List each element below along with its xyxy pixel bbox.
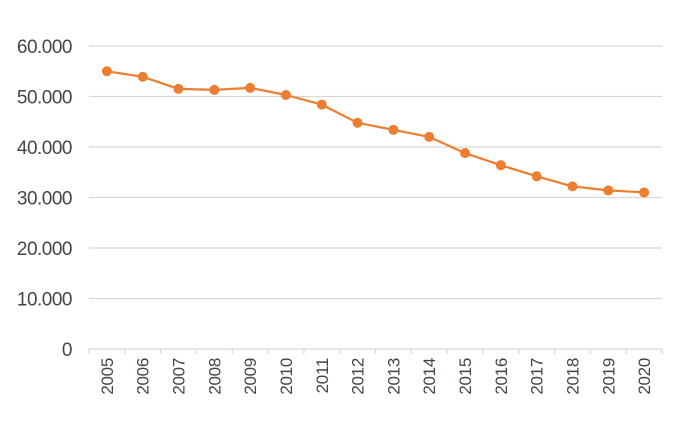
x-tick-label: 2007 [170,358,189,395]
data-point-marker [316,99,327,110]
y-axis: 0 10.000 20.000 30.000 40.000 50.000 60.000 [17,37,73,361]
data-point-marker [245,82,256,93]
data-point-marker [137,71,148,82]
x-tick-label: 2011 [313,358,332,393]
x-tick-label: 2016 [492,358,511,395]
x-tick-label: 2015 [456,358,475,395]
x-tick-label: 2018 [563,358,582,395]
gridlines [89,45,662,350]
y-tick-label: 20.000 [17,239,72,260]
x-tick-label: 2008 [205,358,224,395]
y-tick-label: 40.000 [17,138,72,159]
data-point-marker [603,185,614,196]
data-point-marker [352,117,363,128]
data-point-marker [101,66,112,77]
data-point-marker [209,84,220,95]
y-tick-label: 30.000 [17,189,72,210]
data-point-marker [280,89,291,100]
data-point-marker [460,148,471,159]
data-point-marker [495,160,506,171]
data-point-marker [567,181,578,192]
x-tick-label: 2017 [528,358,547,395]
x-tick-label: 2019 [599,358,618,395]
y-tick-label: 50.000 [17,88,72,109]
x-tick-label: 2010 [277,358,296,395]
x-axis: 2005 2006 2007 2008 2009 2010 2011 2012 2013 2014… [88,349,663,395]
data-point-marker [424,131,435,142]
x-tick-label: 2020 [635,358,654,395]
x-tick-label: 2005 [98,358,117,395]
data-series [101,66,650,198]
y-tick-label: 10.000 [17,290,72,311]
x-tick-label: 2006 [134,358,153,395]
y-tick-label: 60.000 [17,37,72,58]
data-point-marker [639,187,650,198]
data-point-marker [531,171,542,182]
y-tick-label: 0 [62,340,72,361]
x-tick-label: 2012 [349,358,368,395]
series-line [106,70,645,194]
data-point-marker [173,83,184,94]
x-tick-label: 2009 [241,358,260,395]
data-point-marker [388,124,399,135]
x-tick-label: 2014 [420,358,439,395]
x-tick-label: 2013 [384,358,403,395]
